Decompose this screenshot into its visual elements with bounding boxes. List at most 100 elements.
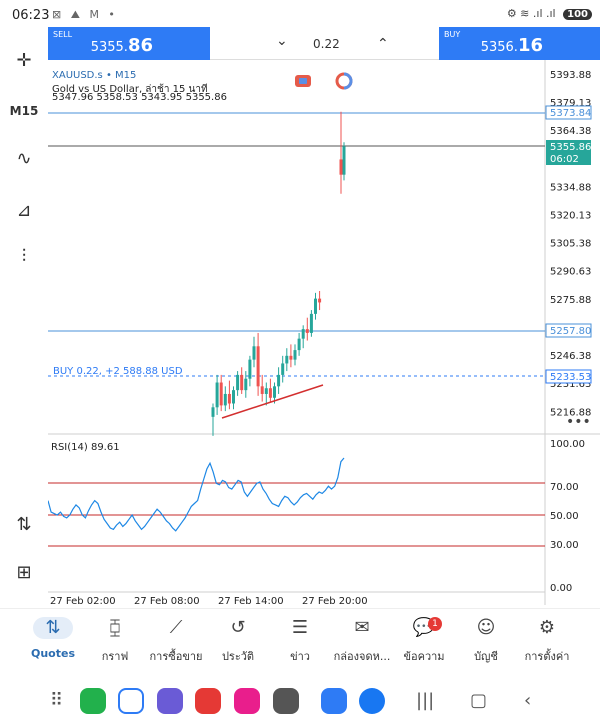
messages-app-icon[interactable]	[118, 688, 144, 714]
symbol-description: Gold vs US Dollar, ล่าช้า 15 นาที	[52, 83, 208, 95]
browser-app-icon[interactable]	[157, 688, 183, 714]
settings-icon: ⚙	[538, 617, 556, 638]
time-axis: 27 Feb 02:00 27 Feb 08:00 27 Feb 14:00 27 F…	[50, 596, 368, 607]
sell-price: 5355.86	[90, 35, 153, 56]
candle	[273, 382, 276, 404]
candle	[240, 367, 244, 394]
nav-label: การตั้งค่า	[524, 650, 570, 663]
camera-app-icon[interactable]	[273, 688, 299, 714]
price-tick-label: 5305.38	[550, 239, 591, 250]
app-drawer-icon[interactable]: ⠿	[50, 690, 64, 711]
quotes-icon: ⇅	[33, 617, 73, 639]
nav-label: ข้อความ	[403, 650, 445, 663]
metatrader-app-icon[interactable]	[321, 688, 347, 714]
tag-level: 5257.80	[550, 326, 591, 337]
nav-quotes[interactable]: ⇅ Quotes	[21, 617, 85, 660]
chat-icon: 💬	[412, 617, 436, 638]
signal-icon[interactable]	[295, 75, 311, 87]
one-click-trade-bar: SELL 5355.86 ⌄ 0.22 ⌃ BUY 5356.16	[48, 27, 600, 60]
nav-trade[interactable]: ⟋ การซื้อขาย	[144, 617, 208, 665]
nav-account[interactable]: ☺ บัญชี	[454, 617, 518, 665]
account-icon: ☺	[476, 617, 496, 638]
status-bar: 06:23 ⊠ ⛰ M • ⚙ ≋ .ıl .ıl 100	[0, 0, 600, 28]
candle	[264, 382, 268, 406]
candle	[260, 374, 264, 402]
tag-top: 5373.84	[550, 108, 591, 119]
price-tick-label: 5290.63	[550, 267, 591, 278]
add-document-icon[interactable]: ⊞	[16, 562, 32, 583]
price-tick-label: 5216.88	[550, 407, 591, 418]
sell-button[interactable]: SELL 5355.86	[48, 27, 210, 60]
nav-label: บัญชี	[474, 650, 498, 663]
nav-chart[interactable]: ⧮ กราฟ	[83, 617, 147, 665]
phone-app-icon[interactable]	[80, 688, 106, 714]
objects-icon[interactable]: ⊿	[16, 200, 32, 221]
time-label: 27 Feb 08:00	[134, 596, 200, 607]
tag-position-box	[545, 369, 592, 384]
nav-settings[interactable]: ⚙ การตั้งค่า	[515, 617, 579, 665]
volume-decrease-button[interactable]: ⌄	[276, 33, 288, 49]
recent-apps-icon[interactable]: |||	[416, 690, 435, 711]
nav-news[interactable]: ☰ ข่าว	[268, 617, 332, 665]
candle	[248, 355, 252, 387]
candle	[281, 355, 285, 383]
crosshair-icon[interactable]: ✛	[16, 50, 32, 71]
sell-label: SELL	[53, 30, 73, 39]
indicators-icon[interactable]: ∿	[16, 148, 32, 169]
symbol-label: XAUUSD.s • M15	[52, 70, 136, 81]
volume-value[interactable]: 0.22	[313, 37, 340, 51]
tag-top-box	[545, 105, 592, 120]
settings-sliders-icon[interactable]: ⫶	[21, 246, 27, 267]
candle	[223, 386, 227, 412]
chart-icon: ⧮	[109, 617, 121, 638]
price-tick-label: 5275.88	[550, 295, 591, 306]
home-icon[interactable]: ▢	[470, 690, 488, 711]
buy-button[interactable]: BUY 5356.16	[439, 27, 600, 60]
tag-level-box	[545, 323, 592, 338]
sort-arrows-icon[interactable]: ⇅	[16, 514, 32, 535]
rsi-tick-label: 70.00	[550, 482, 579, 493]
candle	[277, 367, 281, 394]
candle	[297, 332, 301, 356]
candle	[244, 371, 248, 398]
candle	[305, 317, 309, 341]
signal-icons: ⚙ ≋ .ıl .ıl	[506, 7, 556, 20]
nav-history[interactable]: ↺ ประวัติ	[206, 617, 270, 665]
price-chart[interactable]: XAUUSD.s • M15 Gold vs US Dollar, ล่าช้า…	[48, 60, 600, 608]
price-tick-label: 5379.13	[550, 98, 591, 109]
price-tick-label: 5246.38	[550, 351, 591, 362]
tag-bid: 5355.86	[550, 142, 591, 153]
candlesticks	[211, 111, 346, 436]
tag-position: 5233.53	[550, 372, 591, 383]
notes-app-icon[interactable]	[195, 688, 221, 714]
candle	[342, 142, 346, 181]
trend-line[interactable]	[221, 384, 324, 419]
depth-of-market-icon[interactable]	[335, 72, 353, 90]
facebook-app-icon[interactable]	[359, 688, 385, 714]
gallery-app-icon[interactable]	[234, 688, 260, 714]
buy-label: BUY	[444, 30, 461, 39]
volume-increase-button[interactable]: ⌃	[377, 36, 389, 52]
rsi-axis: 100.00 70.00 50.00 30.00 0.00	[550, 439, 585, 594]
nav-mailbox[interactable]: ✉ กล่องจดห...	[330, 617, 394, 665]
system-icons: ⚙ ≋ .ıl .ıl 100	[507, 7, 592, 20]
price-tick-label: 5231.63	[550, 379, 591, 390]
candle	[339, 111, 343, 194]
timeframe-button[interactable]: M15	[9, 104, 39, 118]
rsi-label: RSI(14) 89.61	[51, 442, 120, 453]
candle	[318, 290, 322, 311]
time-label: 27 Feb 20:00	[302, 596, 368, 607]
more-options-icon[interactable]: •••	[566, 414, 591, 430]
candle	[289, 344, 293, 368]
chart-toolbar: ✛ M15 ∿ ⊿ ⫶ ⇅ ⊞	[0, 40, 48, 600]
position-label[interactable]: BUY 0.22, +2 588.88 USD	[53, 366, 183, 377]
news-icon: ☰	[291, 617, 309, 638]
candle	[227, 380, 231, 410]
tag-bid-box	[546, 140, 591, 165]
bottom-navigation: ⇅ Quotes ⧮ กราฟ ⟋ การซื้อขาย ↺ ประวัติ ☰…	[0, 608, 600, 680]
ohlc-values: 5347.96 5358.53 5343.95 5355.86	[52, 92, 227, 103]
back-icon[interactable]: ‹	[524, 690, 532, 711]
candle	[256, 332, 260, 396]
mail-icon: ✉	[354, 617, 370, 638]
nav-messages[interactable]: 💬 1 ข้อความ	[392, 617, 456, 665]
